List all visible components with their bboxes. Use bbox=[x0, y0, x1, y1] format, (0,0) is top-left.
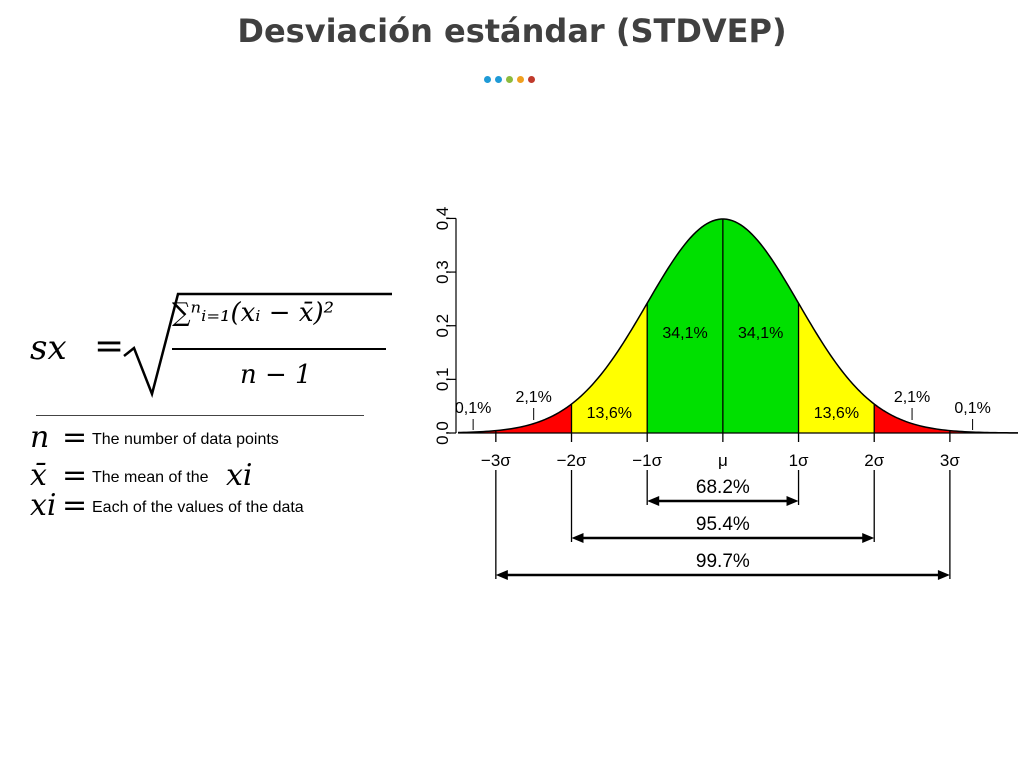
interval-label: 68.2% bbox=[696, 477, 750, 498]
x-tick-label: −2σ bbox=[557, 451, 587, 470]
legend-equals: = bbox=[62, 420, 88, 455]
density-curve bbox=[457, 218, 1019, 434]
y-tick-label: 0,4 bbox=[433, 207, 452, 231]
dot-3 bbox=[506, 76, 513, 83]
x-tick-label: 1σ bbox=[789, 451, 809, 470]
y-tick-label: 0,3 bbox=[433, 260, 452, 284]
arrow-left-icon bbox=[647, 496, 660, 506]
region-5 bbox=[874, 404, 950, 433]
region-0 bbox=[495, 404, 572, 433]
legend-suffix: xi bbox=[226, 458, 253, 493]
tail-label: 0,1% bbox=[455, 400, 491, 417]
formula-lhs: sx bbox=[30, 328, 67, 368]
formula-numerator: ∑ⁿᵢ₌₁(xᵢ − x̄)² bbox=[172, 298, 335, 328]
arrow-right-icon bbox=[786, 496, 799, 506]
x-tick-label: 3σ bbox=[940, 451, 960, 470]
legend-divider bbox=[36, 415, 364, 416]
region-label: 13,6% bbox=[587, 405, 632, 422]
region-label: 2,1% bbox=[894, 389, 930, 406]
legend-equals: = bbox=[62, 488, 88, 523]
arrow-right-icon bbox=[937, 570, 950, 580]
dot-1 bbox=[484, 76, 491, 83]
region-label: 2,1% bbox=[515, 389, 551, 406]
arrow-left-icon bbox=[571, 533, 584, 543]
arrow-left-icon bbox=[495, 570, 508, 580]
dot-2 bbox=[495, 76, 502, 83]
sqrt-sign-icon bbox=[123, 292, 392, 399]
tail-label: 0,1% bbox=[954, 400, 990, 417]
legend-equals: = bbox=[62, 458, 88, 493]
legend-text: The mean of the bbox=[92, 469, 209, 486]
region-label: 13,6% bbox=[814, 405, 859, 422]
formula-denominator: n − 1 bbox=[240, 360, 312, 390]
legend-symbol: x̄ bbox=[30, 458, 47, 493]
interval-label: 99.7% bbox=[696, 551, 750, 572]
legend-symbol: xi bbox=[30, 488, 57, 523]
y-tick-label: 0,0 bbox=[433, 421, 452, 445]
x-tick-label: 2σ bbox=[864, 451, 884, 470]
interval-label: 95.4% bbox=[696, 514, 750, 535]
y-tick-label: 0,2 bbox=[433, 314, 452, 338]
dot-4 bbox=[517, 76, 524, 83]
x-tick-label: −3σ bbox=[481, 451, 511, 470]
legend-symbol: n bbox=[30, 420, 50, 455]
x-tick-label: μ bbox=[718, 451, 728, 470]
legend-text: The number of data points bbox=[92, 431, 279, 448]
y-tick-label: 0,1 bbox=[433, 368, 452, 392]
std-formula: sx = ∑ⁿᵢ₌₁(xᵢ − x̄)² n − 1 bbox=[30, 290, 392, 420]
page-title: Desviación estándar (STDVEP) bbox=[237, 12, 787, 50]
fraction-bar bbox=[172, 348, 386, 350]
decorative-dots bbox=[484, 76, 535, 83]
legend-text: Each of the values of the data bbox=[92, 499, 304, 516]
formula-equals: = bbox=[94, 326, 125, 367]
dot-5 bbox=[528, 76, 535, 83]
arrow-right-icon bbox=[862, 533, 875, 543]
region-label: 34,1% bbox=[662, 325, 707, 342]
x-tick-label: −1σ bbox=[632, 451, 662, 470]
region-label: 34,1% bbox=[738, 325, 783, 342]
